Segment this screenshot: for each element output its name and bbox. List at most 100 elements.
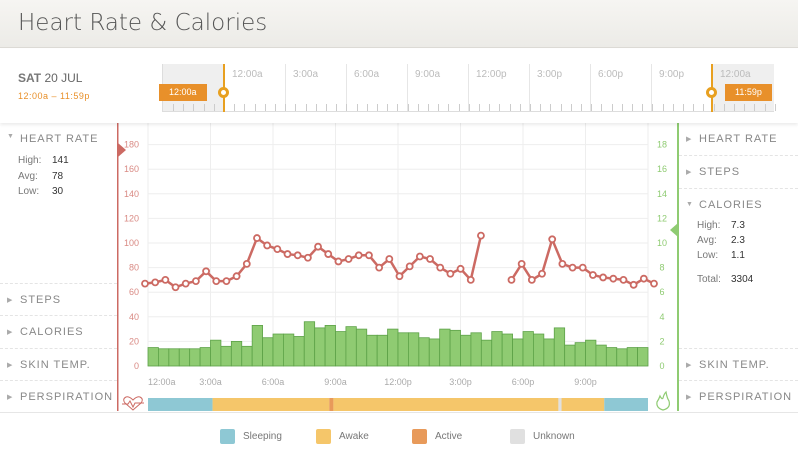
heart-rate-point[interactable] [395, 272, 404, 281]
calorie-bar[interactable] [293, 336, 305, 367]
heart-rate-point[interactable] [242, 260, 251, 268]
calorie-bar[interactable] [178, 348, 191, 367]
calorie-bar[interactable] [428, 338, 441, 367]
activity-segment-active[interactable] [329, 398, 334, 411]
calorie-bar[interactable] [543, 338, 555, 367]
calorie-bar[interactable] [501, 333, 513, 367]
calorie-bar[interactable] [272, 333, 284, 367]
calorie-bar[interactable] [449, 329, 461, 367]
calorie-bar[interactable] [335, 331, 347, 367]
calorie-bar[interactable] [480, 339, 493, 367]
calorie-bar[interactable] [189, 348, 201, 367]
heart-rate-point[interactable] [212, 277, 221, 286]
heart-rate-point[interactable] [293, 251, 302, 260]
heart-rate-point[interactable] [456, 264, 465, 273]
heart-rate-point[interactable] [446, 269, 455, 278]
calorie-bar[interactable] [553, 327, 566, 367]
start-handle-knob[interactable] [218, 87, 229, 98]
calorie-bar[interactable] [626, 347, 638, 367]
heart-rate-point[interactable] [650, 279, 658, 288]
heart-rate-point[interactable] [578, 263, 587, 272]
calorie-bar[interactable] [637, 347, 649, 367]
activity-segment-awake[interactable] [333, 398, 559, 411]
end-time-flag[interactable]: 11:59p [725, 84, 772, 101]
calorie-bar[interactable] [397, 332, 409, 367]
heart-rate-point[interactable] [141, 279, 149, 288]
calorie-bar[interactable] [147, 347, 159, 367]
heart-rate-point[interactable] [365, 251, 373, 260]
calorie-bar[interactable] [262, 337, 274, 367]
heart-rate-point[interactable] [283, 250, 292, 258]
heart-rate-point[interactable] [507, 275, 516, 284]
heart-rate-point[interactable] [324, 250, 333, 258]
heart-rate-point[interactable] [161, 275, 170, 284]
heart-rate-point[interactable] [181, 279, 190, 288]
calorie-bar[interactable] [533, 333, 545, 367]
heart-rate-point[interactable] [375, 263, 384, 272]
heart-rate-point[interactable] [548, 235, 557, 244]
calorie-bar[interactable] [158, 348, 170, 367]
calorie-bar[interactable] [491, 331, 503, 367]
heart-rate-point[interactable] [568, 263, 577, 272]
steps-right-toggle[interactable]: ▶ STEPS [679, 155, 798, 188]
calorie-bar[interactable] [355, 328, 368, 367]
heart-rate-point[interactable] [253, 234, 261, 242]
activity-segment-awake[interactable] [212, 398, 330, 411]
start-time-flag[interactable]: 12:00a [159, 84, 207, 101]
calorie-bar[interactable] [522, 331, 534, 367]
heart-rate-point[interactable] [639, 274, 648, 283]
calorie-bar[interactable] [314, 327, 326, 367]
heart-rate-right-toggle[interactable]: ▶ HEART RATE [679, 123, 798, 155]
heart-rate-point[interactable] [303, 253, 312, 262]
calories-section-toggle[interactable]: ▼ CALORIES [679, 188, 798, 348]
heart-rate-point[interactable] [589, 271, 597, 279]
heart-rate-point[interactable] [171, 283, 180, 292]
calorie-bar[interactable] [605, 347, 618, 367]
heart-rate-point[interactable] [334, 257, 343, 266]
calorie-bar[interactable] [283, 333, 295, 367]
heart-rate-point[interactable] [151, 278, 160, 287]
heart-rate-point[interactable] [558, 260, 567, 268]
skin-temp-right-toggle[interactable]: ▶ SKIN TEMP. [679, 348, 798, 380]
heart-rate-point[interactable] [192, 277, 200, 286]
calorie-bar[interactable] [241, 345, 253, 367]
timeline-scrubber[interactable]: 12:00a 3:00a 6:00a 9:00a 12:00p 3:00p 6:00p 9:0… [159, 64, 776, 112]
calorie-bar[interactable] [168, 348, 180, 367]
heart-rate-point[interactable] [344, 255, 353, 263]
heart-rate-point[interactable] [202, 267, 210, 276]
heart-rate-point[interactable] [609, 274, 618, 283]
end-handle-knob[interactable] [706, 87, 717, 98]
heart-rate-point[interactable] [477, 231, 485, 240]
heart-rate-point[interactable] [426, 255, 434, 263]
calorie-bar[interactable] [408, 332, 420, 367]
calorie-bar[interactable] [345, 326, 357, 367]
heart-rate-point[interactable] [436, 263, 445, 272]
perspiration-section-toggle[interactable]: ▶ PERSPIRATION [0, 380, 117, 411]
heart-rate-point[interactable] [415, 252, 424, 261]
calorie-bar[interactable] [439, 328, 451, 367]
heart-rate-point[interactable] [263, 241, 272, 250]
heart-rate-point[interactable] [354, 251, 363, 260]
calorie-bar[interactable] [512, 338, 524, 367]
heart-rate-point[interactable] [405, 262, 414, 271]
calorie-bar[interactable] [595, 344, 607, 367]
calorie-bar[interactable] [230, 340, 243, 367]
heart-rate-point[interactable] [232, 272, 241, 281]
activity-segment-unknown[interactable] [558, 398, 562, 411]
calories-section-toggle[interactable]: ▶ CALORIES [0, 315, 117, 348]
calorie-bar[interactable] [303, 321, 316, 367]
heart-rate-point[interactable] [527, 275, 536, 284]
calorie-bar[interactable] [616, 348, 628, 367]
heart-rate-point[interactable] [273, 245, 282, 254]
heart-rate-point[interactable] [538, 269, 546, 278]
calorie-bar[interactable] [210, 339, 222, 367]
calorie-bar[interactable] [470, 332, 482, 367]
calorie-bar[interactable] [199, 347, 211, 367]
calorie-bar[interactable] [324, 325, 336, 367]
activity-segment-sleeping[interactable] [148, 398, 213, 411]
calorie-bar[interactable] [564, 344, 576, 367]
calorie-bar[interactable] [574, 342, 586, 367]
calorie-bar[interactable] [220, 345, 232, 367]
calorie-bar[interactable] [376, 334, 388, 367]
steps-section-toggle[interactable]: ▶ STEPS [0, 283, 117, 315]
